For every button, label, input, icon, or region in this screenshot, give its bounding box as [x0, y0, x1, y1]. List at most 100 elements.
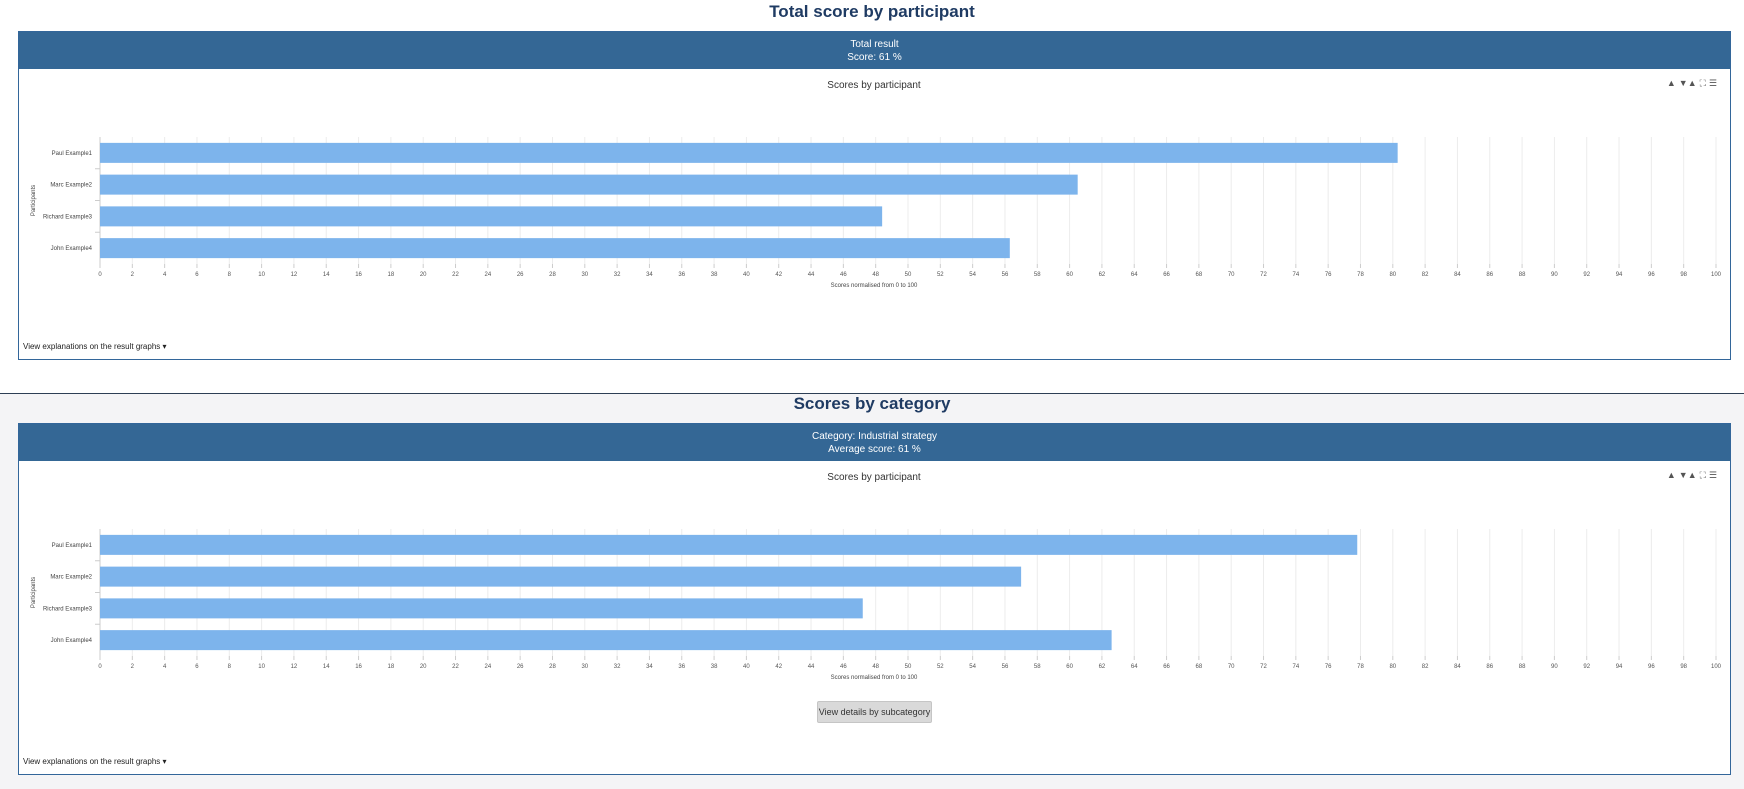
x-tick-label: 68	[1196, 272, 1203, 278]
x-tick-label: 0	[98, 272, 102, 278]
sort-icon[interactable]: ▼▲	[1678, 470, 1697, 480]
y-tick-label: Richard Example3	[43, 214, 93, 220]
section-title: Total score by participant	[769, 2, 975, 21]
x-tick-label: 50	[905, 664, 912, 670]
chart-toolbar: ▲ ▼▲ ⛶ ☰	[1667, 470, 1717, 481]
x-tick-label: 54	[969, 272, 976, 278]
x-tick-label: 78	[1357, 272, 1364, 278]
x-tick-label: 60	[1066, 272, 1073, 278]
x-tick-label: 12	[291, 272, 298, 278]
fullscreen-icon[interactable]: ⛶	[1699, 470, 1706, 480]
x-tick-label: 18	[388, 664, 395, 670]
header-line-1: Total result	[850, 39, 899, 50]
section-title: Scores by category	[793, 394, 951, 413]
x-tick-label: 92	[1583, 664, 1590, 670]
x-tick-label: 16	[355, 272, 362, 278]
result-panel: Category: Industrial strategy Average sc…	[18, 423, 1731, 775]
x-tick-label: 32	[614, 272, 621, 278]
x-tick-label: 86	[1486, 664, 1493, 670]
bar	[100, 238, 1010, 259]
x-tick-label: 60	[1066, 664, 1073, 670]
x-tick-label: 62	[1099, 272, 1106, 278]
bar	[100, 630, 1112, 651]
section-total-score: Total score by participant Total result …	[0, 0, 1744, 393]
y-tick-label: Paul Example1	[52, 151, 93, 157]
x-tick-label: 84	[1454, 664, 1461, 670]
x-tick-label: 16	[355, 664, 362, 670]
x-tick-label: 56	[1002, 664, 1009, 670]
x-tick-label: 6	[195, 272, 199, 278]
x-tick-label: 18	[388, 272, 395, 278]
x-tick-label: 8	[228, 664, 232, 670]
x-tick-label: 32	[614, 664, 621, 670]
chart-title: Scores by participant	[827, 80, 921, 91]
x-tick-label: 14	[323, 272, 330, 278]
menu-icon[interactable]: ☰	[1708, 470, 1717, 480]
x-tick-label: 30	[581, 272, 588, 278]
x-tick-label: 46	[840, 664, 847, 670]
x-tick-label: 24	[484, 272, 491, 278]
x-tick-label: 28	[549, 272, 556, 278]
x-tick-label: 44	[808, 664, 815, 670]
view-details-button[interactable]: View details by subcategory	[817, 701, 932, 723]
x-tick-label: 58	[1034, 664, 1041, 670]
x-tick-label: 8	[228, 272, 232, 278]
fullscreen-icon[interactable]: ⛶	[1699, 78, 1706, 88]
triangle-up-icon[interactable]: ▲	[1666, 470, 1676, 480]
x-tick-label: 26	[517, 272, 524, 278]
x-tick-label: 34	[646, 664, 653, 670]
x-tick-label: 0	[98, 664, 102, 670]
header-line-1: Category: Industrial strategy	[811, 431, 938, 442]
triangle-up-icon[interactable]: ▲	[1666, 78, 1676, 88]
x-tick-label: 80	[1389, 272, 1396, 278]
panel-header: Category: Industrial strategy Average sc…	[19, 424, 1730, 461]
x-tick-label: 44	[808, 272, 815, 278]
x-tick-label: 100	[1711, 664, 1722, 670]
menu-icon[interactable]: ☰	[1708, 78, 1717, 88]
x-tick-label: 58	[1034, 272, 1041, 278]
x-tick-label: 92	[1583, 272, 1590, 278]
x-tick-label: 62	[1099, 664, 1106, 670]
x-axis-label: Scores normalised from 0 to 100	[831, 675, 918, 681]
x-tick-label: 94	[1616, 664, 1623, 670]
x-tick-label: 82	[1422, 272, 1429, 278]
x-tick-label: 98	[1680, 664, 1687, 670]
sort-icon[interactable]: ▼▲	[1678, 78, 1697, 88]
x-axis-label: Scores normalised from 0 to 100	[831, 283, 918, 289]
bar	[100, 142, 1398, 163]
x-tick-label: 4	[163, 664, 167, 670]
y-tick-label: John Example4	[51, 246, 93, 252]
x-tick-label: 54	[969, 664, 976, 670]
x-tick-label: 22	[452, 272, 459, 278]
x-tick-label: 4	[163, 272, 167, 278]
x-tick-label: 72	[1260, 272, 1267, 278]
x-tick-label: 64	[1131, 272, 1138, 278]
x-tick-label: 2	[131, 272, 135, 278]
x-tick-label: 40	[743, 664, 750, 670]
panel-header: Total result Score: 61 %	[19, 32, 1730, 69]
bar	[100, 174, 1078, 195]
x-tick-label: 68	[1196, 664, 1203, 670]
x-tick-label: 74	[1292, 272, 1299, 278]
y-tick-label: Richard Example3	[43, 606, 93, 612]
x-tick-label: 96	[1648, 272, 1655, 278]
x-tick-label: 84	[1454, 272, 1461, 278]
x-tick-label: 42	[775, 272, 782, 278]
x-tick-label: 94	[1616, 272, 1623, 278]
x-tick-label: 72	[1260, 664, 1267, 670]
x-tick-label: 80	[1389, 664, 1396, 670]
bar	[100, 206, 883, 227]
x-tick-label: 10	[258, 272, 265, 278]
x-tick-label: 36	[678, 664, 685, 670]
x-tick-label: 40	[743, 272, 750, 278]
header-line-2: Score: 61 %	[847, 52, 902, 63]
x-tick-label: 74	[1292, 664, 1299, 670]
x-tick-label: 2	[131, 664, 135, 670]
x-tick-label: 34	[646, 272, 653, 278]
x-tick-label: 78	[1357, 664, 1364, 670]
x-tick-label: 90	[1551, 272, 1558, 278]
explanations-link[interactable]: View explanations on the result graphs ▾	[23, 342, 167, 351]
header-line-2: Average score: 61 %	[828, 444, 921, 455]
section-scores-by-category: Scores by category Category: Industrial …	[0, 393, 1744, 789]
explanations-link[interactable]: View explanations on the result graphs ▾	[23, 757, 167, 766]
